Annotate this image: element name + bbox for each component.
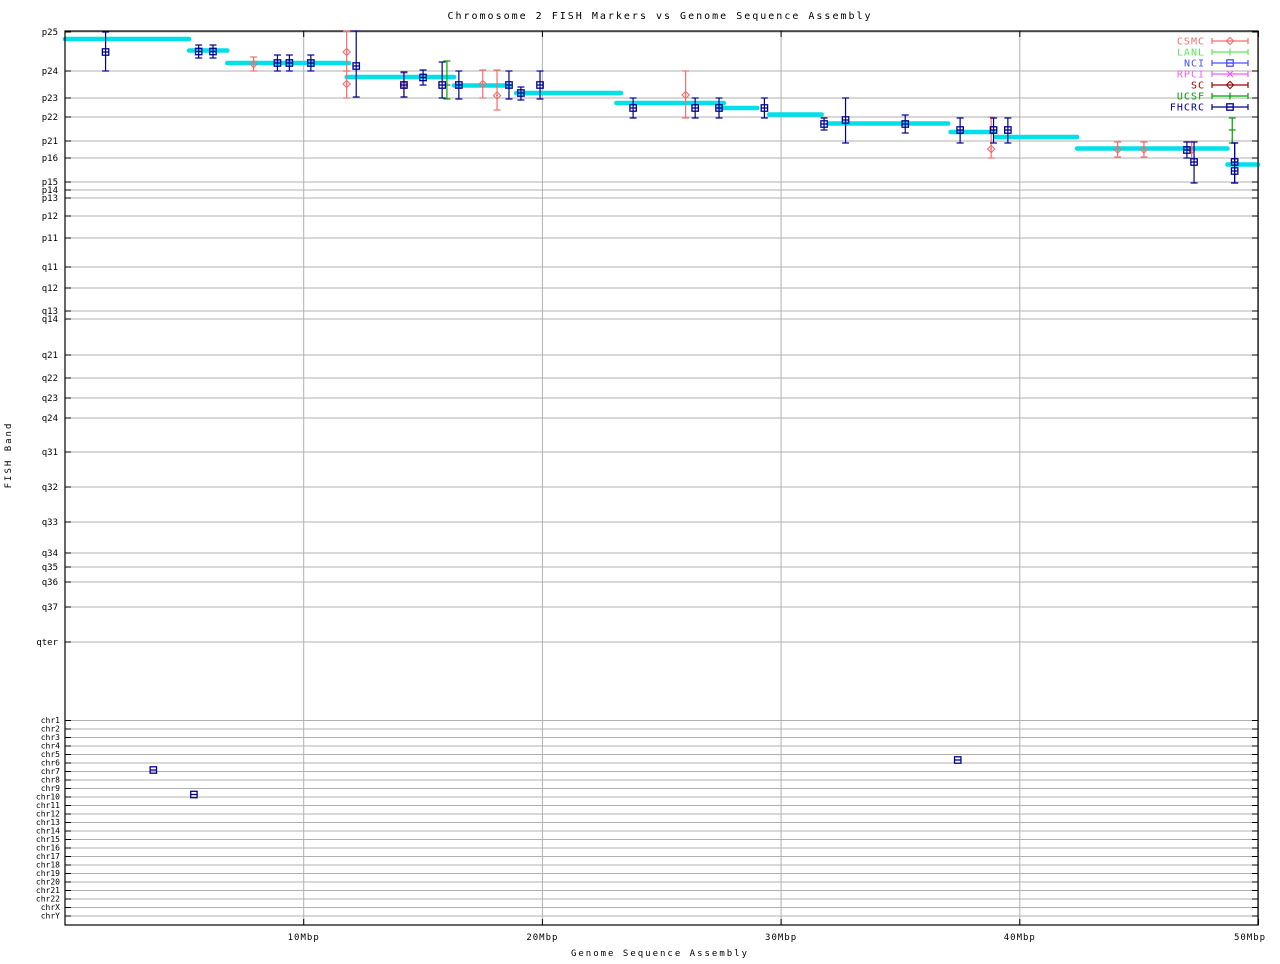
marker-diamond <box>342 79 352 89</box>
chrom-label: chr13 <box>36 818 60 827</box>
band-label: q24 <box>42 414 58 424</box>
chrom-label: chrY <box>41 912 60 921</box>
legend-label: FHCRC <box>1170 103 1205 114</box>
legend-entry-lanl: LANL <box>1177 48 1249 59</box>
band-label: q32 <box>42 483 58 493</box>
chrom-label: chr6 <box>41 759 60 768</box>
band-label: q23 <box>42 394 58 404</box>
band-label: p14 <box>42 186 58 196</box>
chrom-label: chr18 <box>36 861 60 870</box>
x-tick-label: 40Mbp <box>1004 933 1036 943</box>
band-label: p25 <box>42 28 58 38</box>
band-label: q33 <box>42 518 58 528</box>
marker-diamond <box>986 144 996 154</box>
band-label: p11 <box>42 234 58 244</box>
plot-border-ticks <box>64 30 1259 926</box>
marker-diamond <box>681 90 690 100</box>
band-label: p16 <box>42 154 58 164</box>
legend-entry-sc: SC <box>1191 80 1249 92</box>
band-label: p22 <box>42 113 58 123</box>
marker-diamond <box>1113 145 1123 154</box>
chrom-label: chr14 <box>36 827 60 836</box>
band-label: q12 <box>42 284 58 294</box>
marker-diamond <box>342 47 352 57</box>
marker-diamond <box>1225 80 1235 90</box>
chrom-label: chr9 <box>41 784 60 793</box>
band-label: p12 <box>42 212 58 222</box>
band-label: p15 <box>42 178 58 188</box>
x-tick-label: 50Mbp <box>1234 933 1266 943</box>
band-label: q22 <box>42 374 58 384</box>
chrom-label: chr16 <box>36 844 60 853</box>
chrom-label: chr22 <box>36 895 60 904</box>
chrom-label: chr15 <box>36 835 60 844</box>
x-axis-label: Genome Sequence Assembly <box>571 949 749 959</box>
chrom-label: chr2 <box>41 725 60 734</box>
marker-diamond <box>478 79 488 89</box>
band-label: q34 <box>42 549 58 559</box>
chrom-label: chr3 <box>41 733 60 742</box>
marker-diamond <box>1139 145 1149 154</box>
legend-label: NCI <box>1184 59 1205 70</box>
chrom-label: chr17 <box>36 852 60 861</box>
chrom-label: chr21 <box>36 886 60 895</box>
legend-entry-rpci: RPCI <box>1177 70 1249 81</box>
legend-label: UCSF <box>1177 92 1205 103</box>
x-tick-label: 30Mbp <box>765 933 797 943</box>
marker-diamond <box>1225 36 1235 46</box>
band-label: q35 <box>42 563 58 573</box>
chrom-label: chrX <box>41 903 60 912</box>
legend-entry-nci: NCI <box>1184 59 1249 70</box>
legend-entry-fhcrc: FHCRC <box>1170 103 1249 114</box>
legend-label: CSMC <box>1177 37 1205 48</box>
chrom-label: chr1 <box>41 716 60 725</box>
legend-label: LANL <box>1177 48 1205 59</box>
band-label: qter <box>36 638 58 648</box>
assembly-bars <box>62 36 1261 167</box>
band-label: q31 <box>42 448 58 458</box>
chart-title: Chromosome 2 FISH Markers vs Genome Sequ… <box>447 11 872 22</box>
legend-label: RPCI <box>1177 70 1205 81</box>
chrom-label: chr4 <box>41 742 60 751</box>
x-axis-tick-labels: 10Mbp 20Mbp 30Mbp 40Mbp 50Mbp <box>288 933 1266 943</box>
plot-border <box>64 30 1259 926</box>
chrom-label: chr19 <box>36 869 60 878</box>
marker-diamond <box>492 91 502 100</box>
band-label: q13 <box>42 307 58 317</box>
chrom-label: chr11 <box>36 801 60 810</box>
band-label: q37 <box>42 603 58 613</box>
band-label: q36 <box>42 578 58 588</box>
band-label: p21 <box>42 137 58 147</box>
series-csmc <box>249 30 1197 159</box>
band-label: q11 <box>42 263 58 273</box>
chrom-label: chr10 <box>36 793 60 802</box>
x-tick-label: 10Mbp <box>288 933 320 943</box>
plot-grid <box>65 31 1259 925</box>
chrom-label: chr5 <box>41 750 60 759</box>
marker-x <box>1226 70 1234 78</box>
y-axis-label: FISH Band <box>4 422 14 489</box>
chrom-label: chr20 <box>36 878 60 887</box>
band-label: p24 <box>42 67 58 77</box>
band-label: p13 <box>42 194 58 204</box>
chrom-label: chr12 <box>36 810 60 819</box>
marker-diamond <box>249 59 258 69</box>
data-series <box>101 30 1239 799</box>
band-label: q21 <box>42 351 58 361</box>
band-label: q14 <box>42 315 58 325</box>
x-tick-label: 20Mbp <box>526 933 558 943</box>
band-label: p23 <box>42 94 58 104</box>
series-ucsf <box>443 60 1236 144</box>
series-fhcrc <box>101 30 1239 799</box>
chrom-label: chr7 <box>41 767 60 776</box>
legend-entry-ucsf: UCSF <box>1177 92 1249 103</box>
legend-entry-csmc: CSMC <box>1177 36 1249 48</box>
legend-label: SC <box>1191 81 1205 92</box>
chrom-label: chr8 <box>41 776 60 785</box>
